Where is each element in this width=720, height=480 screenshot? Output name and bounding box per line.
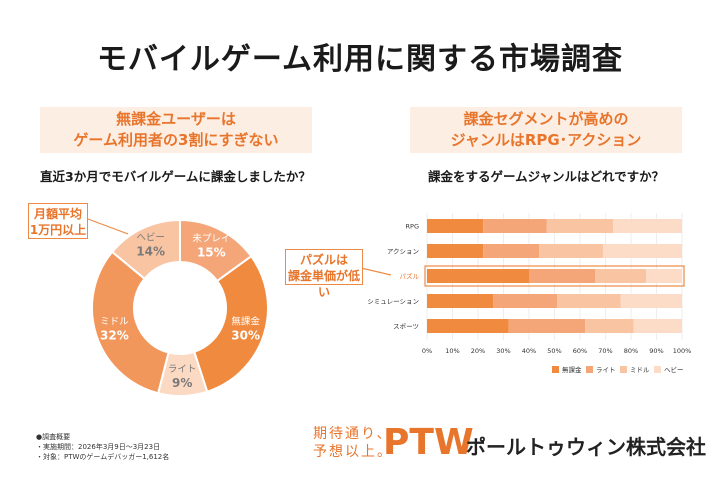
notes-target: ・対象：PTWのゲームデバッガー1,612名	[36, 453, 170, 461]
bar-x-tick-0: 0%	[422, 347, 432, 355]
ptw-logo: PTW	[383, 422, 474, 463]
legend-label-1: ライト	[596, 366, 616, 374]
heavy-callout-pointer	[87, 218, 129, 235]
company-name: ポールトゥウィン株式会社	[466, 435, 706, 459]
donut-slice-1	[192, 254, 269, 393]
bar-segment-1-2	[539, 244, 603, 258]
donut-slice-4	[110, 218, 181, 281]
bar-x-tick-2: 20%	[471, 347, 485, 355]
tagline-line1: 期待通り、	[313, 426, 393, 442]
heavy-callout: 月額平均 1万円以上	[28, 203, 88, 239]
donut-value-3: 32%	[100, 328, 129, 342]
bar-highlight-box	[424, 265, 685, 287]
donut-value-0: 15%	[197, 246, 226, 260]
legend-label-3: ヘビー	[664, 365, 684, 374]
bar-segment-2-0	[427, 269, 529, 283]
bar-segment-0-3	[613, 219, 682, 233]
bar-x-tick-8: 80%	[624, 347, 638, 355]
puzzle-callout-pointer	[360, 267, 392, 276]
bar-x-tick-6: 60%	[573, 347, 587, 355]
donut-value-1: 30%	[231, 328, 260, 342]
bar-segment-0-2	[546, 219, 614, 233]
bar-segment-4-3	[633, 319, 682, 333]
bar-x-tick-5: 50%	[547, 347, 561, 355]
bar-segment-3-3	[620, 294, 682, 308]
bar-x-tick-7: 70%	[598, 347, 612, 355]
bar-category-4: スポーツ	[393, 323, 419, 331]
bar-segment-4-1	[508, 319, 586, 333]
bar-category-0: RPG	[406, 223, 419, 231]
bar-segment-2-3	[646, 269, 682, 283]
right-banner-line1: 課金セグメントが高めの	[463, 110, 629, 128]
bar-segment-0-1	[483, 219, 547, 233]
page-title: モバイルゲーム利用に関する市場調査	[96, 42, 624, 77]
puzzle-callout-line1: パズルは	[299, 253, 348, 267]
bar-segment-1-1	[483, 244, 540, 258]
bar-question: 課金をするゲームジャンルはどれですか？	[428, 169, 665, 184]
donut-label-4: ヘビー	[136, 233, 165, 244]
legend-swatch-0	[552, 366, 559, 373]
donut-question: 直近3か月でモバイルゲームに課金しましたか？	[40, 169, 311, 184]
legend-label-0: 無課金	[562, 365, 582, 374]
legend-swatch-2	[620, 366, 627, 373]
heavy-callout-line2: 1万円以上	[29, 223, 87, 237]
heavy-callout-line1: 月額平均	[33, 207, 82, 221]
tagline-line2: 予想以上。	[313, 444, 393, 460]
notes-heading: ●調査概要	[36, 433, 71, 441]
donut-label-3: ミドル	[100, 316, 129, 327]
bar-segment-1-0	[427, 244, 484, 258]
bar-category-2: パズル	[400, 272, 420, 281]
donut-label-1: 無課金	[231, 315, 260, 327]
bar-x-tick-4: 40%	[522, 347, 536, 355]
bar-segment-4-2	[585, 319, 634, 333]
bar-category-3: シミュレーション	[367, 298, 419, 306]
legend-swatch-1	[586, 366, 593, 373]
donut-slice-3	[91, 250, 170, 395]
bar-segment-2-1	[529, 269, 596, 283]
donut-label-0: 未プレイ	[192, 233, 230, 245]
footer-tagline: 期待通り、 予想以上。	[313, 425, 393, 461]
bar-x-tick-10: 100%	[673, 347, 692, 355]
right-banner: 課金セグメントが高めの ジャンルはRPG･アクション	[410, 107, 682, 153]
left-banner-line1: 無課金ユーザーは	[116, 110, 236, 128]
bar-x-tick-3: 30%	[496, 347, 510, 355]
bar-x-tick-1: 10%	[445, 347, 459, 355]
survey-notes: ●調査概要 ・実施期間：2026年3月9日〜3月23日 ・対象：PTWのゲームデ…	[36, 432, 169, 462]
puzzle-callout: パズルは 課金単価が低い	[285, 249, 363, 299]
bar-segment-3-0	[427, 294, 494, 308]
bar-segment-3-2	[557, 294, 621, 308]
donut-value-2: 9%	[172, 376, 192, 390]
donut-label-2: ライト	[168, 364, 197, 375]
left-banner: 無課金ユーザーは ゲーム利用者の3割にすぎない	[40, 107, 312, 153]
right-banner-line2: ジャンルはRPG･アクション	[450, 131, 642, 149]
left-banner-line2: ゲーム利用者の3割にすぎない	[73, 131, 279, 149]
legend-swatch-3	[654, 366, 661, 373]
bar-category-1: アクション	[387, 248, 419, 256]
bar-segment-3-1	[493, 294, 558, 308]
donut-value-4: 14%	[136, 245, 165, 259]
bar-x-tick-9: 90%	[649, 347, 663, 355]
puzzle-callout-line2: 課金単価が低い	[287, 269, 360, 299]
legend-label-2: ミドル	[630, 366, 650, 374]
notes-period: ・実施期間：2026年3月9日〜3月23日	[36, 443, 161, 451]
bar-segment-0-0	[427, 219, 484, 233]
bar-segment-1-3	[602, 244, 682, 258]
bar-segment-4-0	[427, 319, 509, 333]
bar-segment-2-2	[595, 269, 647, 283]
